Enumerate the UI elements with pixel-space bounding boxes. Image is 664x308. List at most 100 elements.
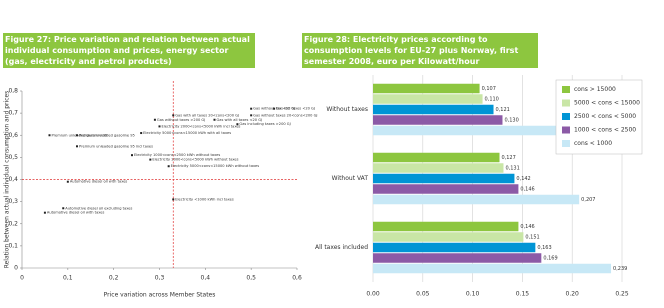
x-tick-label: 0.10 — [466, 291, 480, 298]
point-label: Electricity 2000<cons<5000 kWh incl taxe… — [162, 124, 241, 128]
bar — [373, 263, 612, 274]
x-tick-label: 0.05 — [416, 291, 430, 298]
bar — [373, 83, 480, 94]
value-label: 0,121 — [496, 107, 510, 113]
point — [43, 211, 46, 214]
legend-label: 2500 < cons < 5000 — [574, 113, 636, 120]
bar — [373, 221, 519, 232]
y-tick-label: 0,2 — [8, 220, 18, 227]
y-tick-label: All taxes included — [315, 244, 368, 251]
value-label: 0,142 — [516, 176, 530, 182]
x-tick-label: 0,1 — [63, 275, 73, 282]
x-tick-label: 0,6 — [292, 275, 302, 282]
point — [48, 134, 51, 137]
bar — [373, 125, 560, 136]
point-label: Gas including taxes >200 GJ — [239, 122, 290, 126]
point-label: Premium unleaded gasoline 95 — [79, 133, 135, 137]
point — [149, 158, 152, 161]
point-label: Automotive diesel oil with taxes — [47, 211, 105, 215]
point — [66, 180, 69, 183]
point-label: Electricity 2000<cons<5000 kWh without t… — [152, 158, 238, 162]
x-tick-label: 0.20 — [566, 291, 580, 298]
legend-swatch — [562, 86, 570, 93]
point-label: Gas without taxes 20<cons<200 GJ — [253, 113, 317, 117]
value-label: 0,163 — [537, 245, 551, 251]
x-tick-label: 0,5 — [246, 275, 256, 282]
bar — [373, 253, 542, 263]
point — [76, 145, 78, 148]
legend-label: 1000 < cons < 2500 — [574, 127, 636, 134]
y-tick-label: 0,4 — [8, 176, 18, 183]
point-label: Gas without taxes >200 GJ — [157, 118, 205, 122]
point-label: Electricity 1000<cons<2500 kWh without t… — [134, 153, 220, 157]
point-label: Electricity 5000<cons<15000 kWh without … — [171, 164, 260, 168]
bar — [373, 194, 580, 205]
point — [131, 154, 133, 157]
point — [250, 107, 253, 110]
point-label: Electricity 5000<cons<15000 kWh with all… — [143, 131, 231, 135]
value-label: 0,239 — [613, 266, 627, 272]
y-tick-label: 0,6 — [8, 132, 18, 139]
legend-swatch — [562, 113, 570, 120]
value-label: 0,146 — [520, 224, 534, 230]
bar — [373, 152, 500, 163]
x-tick-label: 0.15 — [516, 291, 530, 298]
y-tick-label: 0,3 — [8, 198, 18, 205]
x-tick-label: 0 — [20, 275, 24, 282]
point — [250, 114, 253, 117]
bar — [373, 173, 515, 184]
point — [62, 207, 65, 210]
x-tick-label: 0,2 — [109, 275, 119, 282]
point-label: Premium unleaded gasoline 95 incl taxes — [79, 144, 153, 148]
point-label: Electricity <1000 kWh incl taxes — [175, 197, 234, 201]
point — [273, 107, 276, 110]
point-label: Premium unleaded gasoline 95 — [52, 133, 108, 137]
point — [153, 118, 156, 121]
point — [167, 165, 170, 168]
point-label: Automotive diesel oil with taxes — [70, 180, 128, 184]
legend-swatch — [562, 126, 570, 134]
value-label: 0,127 — [501, 155, 515, 161]
value-label: 0,110 — [485, 97, 499, 103]
point — [158, 125, 161, 128]
value-label: 0,107 — [482, 86, 496, 92]
point — [172, 114, 175, 117]
x-tick-label: 0,3 — [155, 275, 165, 282]
legend-label: cons < 1000 — [574, 140, 612, 147]
bar — [373, 232, 524, 242]
bar — [373, 184, 519, 194]
y-tick-label: 0,1 — [8, 242, 18, 249]
value-label: 0,207 — [581, 197, 595, 203]
chart-title: Figure 28: Electricity prices according … — [302, 33, 538, 68]
bar — [373, 115, 503, 125]
value-label: 0,146 — [520, 187, 534, 193]
legend-swatch — [562, 99, 570, 107]
point-label: Gas with all taxes 20<cons<200 GJ — [175, 113, 239, 117]
x-axis-label: Price variation across Member States — [104, 292, 216, 299]
bar — [373, 94, 483, 104]
legend — [555, 79, 643, 155]
chart-title: Figure 27: Price variation and relation … — [3, 33, 255, 68]
legend-swatch — [562, 140, 570, 147]
value-label: 0,130 — [504, 118, 518, 124]
point — [172, 198, 175, 201]
y-tick-label: 0,5 — [8, 154, 18, 161]
point — [213, 118, 216, 121]
bar — [373, 163, 504, 173]
bar — [373, 104, 494, 115]
y-tick-label: Without taxes — [326, 106, 368, 113]
value-label: 0,151 — [525, 235, 539, 241]
value-label: 0,131 — [505, 166, 519, 172]
x-tick-label: 0.25 — [615, 291, 629, 298]
y-tick-label: 0,7 — [8, 110, 18, 117]
bar — [373, 242, 536, 253]
point — [140, 132, 143, 135]
legend-label: 5000 < cons < 15000 — [574, 100, 640, 107]
y-tick-label: 0 — [14, 265, 18, 272]
point — [76, 134, 78, 137]
y-tick-label: 0,8 — [8, 88, 18, 95]
point-label: Automotive diesel oil excluding taxes — [65, 206, 132, 210]
